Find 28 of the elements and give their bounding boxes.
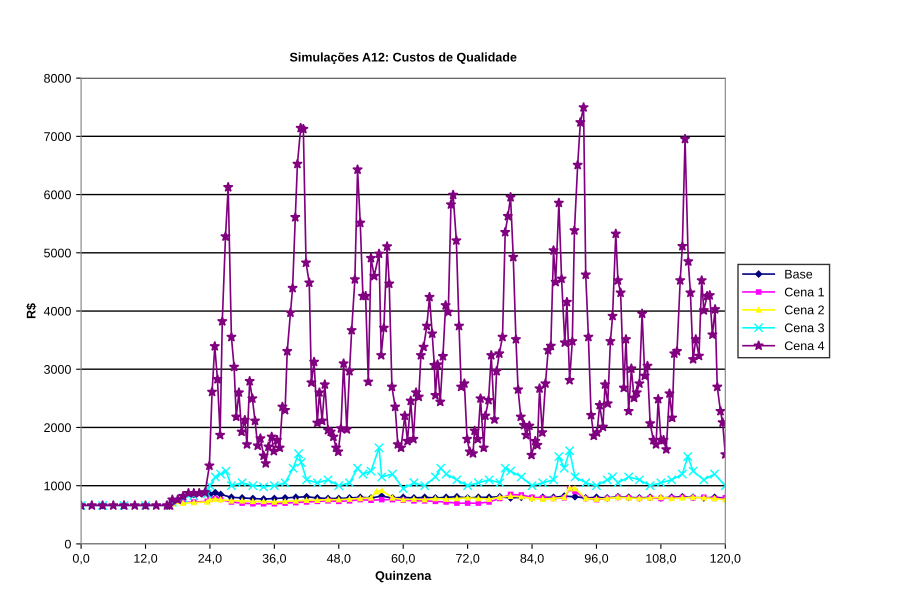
chart-title: Simulações A12: Custos de Qualidade bbox=[290, 52, 516, 64]
x-tick-label: 96,0 bbox=[584, 554, 608, 564]
x-tick-label: 48,0 bbox=[326, 554, 350, 564]
legend-label: Cena 3 bbox=[784, 323, 824, 332]
y-tick-label: 0 bbox=[64, 540, 71, 549]
legend-label: Cena 2 bbox=[784, 306, 824, 314]
y-axis-title: R$ bbox=[26, 303, 36, 318]
x-axis-title: Quinzena bbox=[376, 570, 432, 582]
y-tick-label: 1000 bbox=[44, 481, 71, 490]
x-tick-label: 0,0 bbox=[72, 554, 90, 564]
x-tick-label: 108,0 bbox=[646, 554, 676, 564]
x-tick-label: 120,0 bbox=[710, 554, 740, 564]
y-tick-label: 8000 bbox=[44, 74, 71, 83]
y-tick-label: 3000 bbox=[44, 365, 71, 374]
x-tick-label: 24,0 bbox=[198, 554, 222, 564]
legend-label: Cena 1 bbox=[784, 288, 824, 296]
legend-label: Cena 4 bbox=[784, 341, 824, 350]
y-tick-label: 5000 bbox=[44, 248, 71, 258]
y-tick-label: 7000 bbox=[44, 132, 71, 142]
x-tick-label: 84,0 bbox=[520, 554, 544, 564]
y-tick-label: 2000 bbox=[44, 423, 71, 432]
y-tick-label: 4000 bbox=[44, 306, 71, 316]
legend-label: Base bbox=[785, 270, 812, 279]
x-tick-label: 12,0 bbox=[134, 554, 158, 564]
x-tick-label: 60,0 bbox=[392, 554, 415, 564]
x-tick-label: 72,0 bbox=[456, 554, 480, 564]
y-tick-label: 6000 bbox=[44, 190, 71, 200]
x-tick-label: 36,0 bbox=[262, 554, 286, 564]
